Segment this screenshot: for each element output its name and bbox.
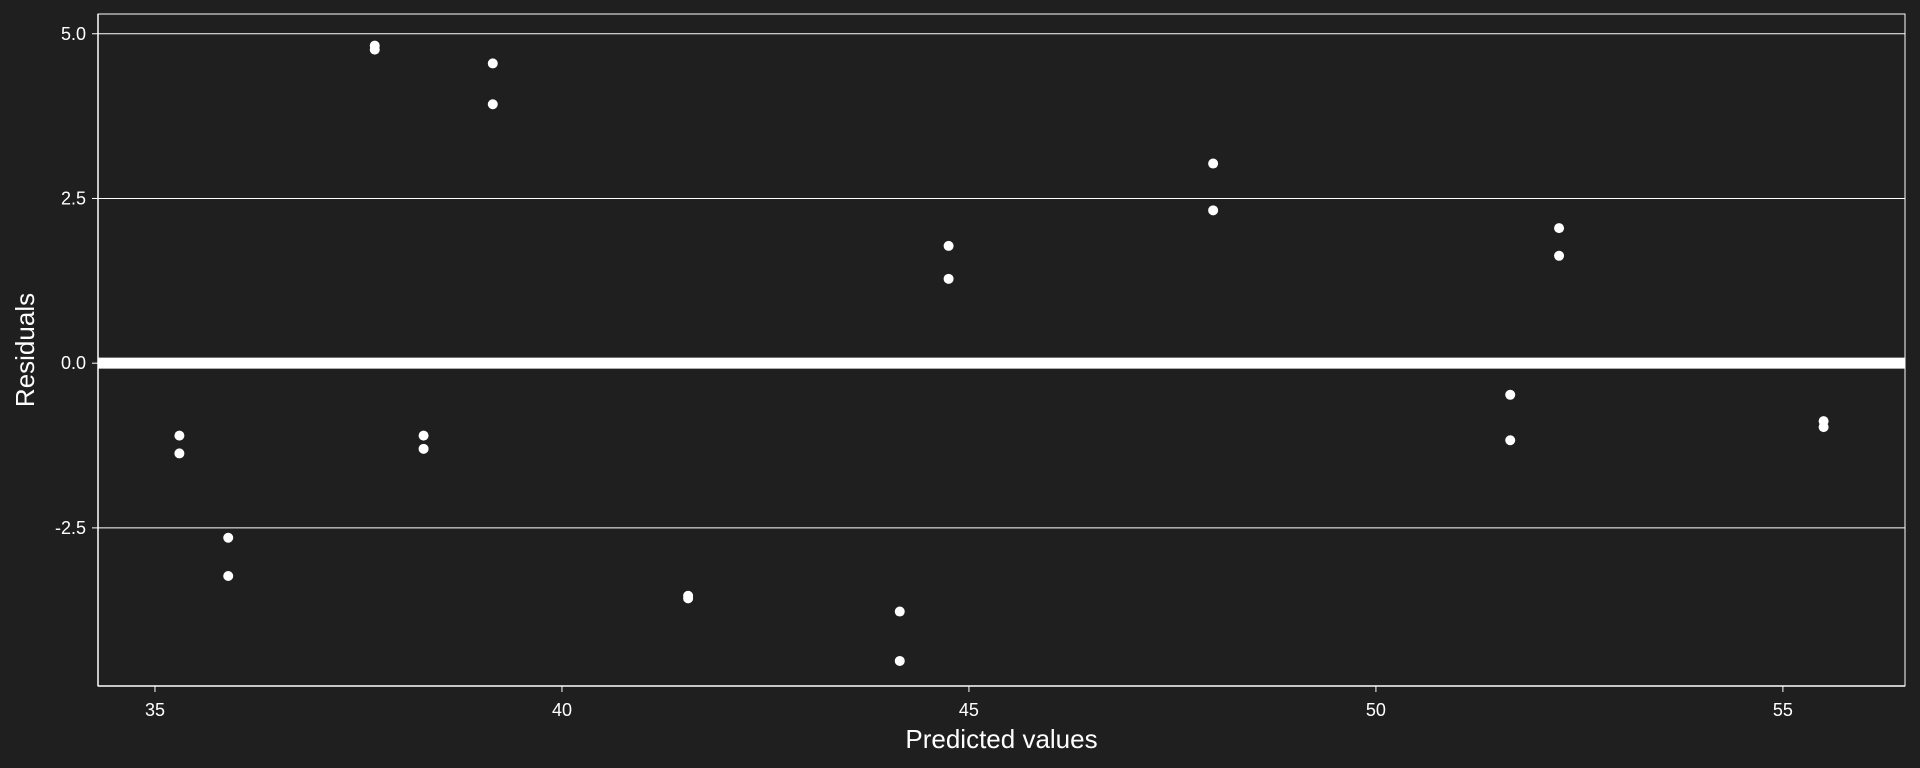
data-point-6: [418, 430, 429, 441]
axis-lines: [97, 14, 1905, 687]
data-point-8: [487, 58, 498, 69]
data-point-7: [418, 443, 429, 454]
plot-panel-border: [97, 13, 1906, 687]
data-point-20: [1554, 223, 1565, 234]
data-point-9: [487, 99, 498, 110]
x-tick-label-2: 45: [959, 700, 979, 720]
gridlines: [98, 33, 1905, 529]
data-point-5: [369, 44, 380, 55]
data-point-1: [174, 448, 185, 459]
x-tick-label-3: 50: [1366, 700, 1386, 720]
data-point-3: [223, 570, 234, 581]
data-point-18: [1505, 389, 1516, 400]
data-point-15: [943, 273, 954, 284]
x-tick-label-1: 40: [552, 700, 572, 720]
x-axis-title: Predicted values: [905, 724, 1097, 754]
data-points: [174, 40, 1829, 666]
y-axis-title: Residuals: [10, 293, 40, 407]
data-point-11: [683, 593, 694, 604]
data-point-13: [894, 655, 905, 666]
x-tick-label-4: 55: [1773, 700, 1793, 720]
y-tick-label-1: 2.5: [61, 188, 86, 208]
data-point-16: [1208, 158, 1219, 169]
data-point-0: [174, 430, 185, 441]
data-point-19: [1505, 435, 1516, 446]
y-tick-label-2: 0.0: [61, 353, 86, 373]
data-point-21: [1554, 250, 1565, 261]
x-axis-ticks: 35 40 45 50 55: [145, 686, 1793, 720]
data-point-14: [943, 240, 954, 251]
data-point-23: [1818, 422, 1829, 433]
data-point-12: [894, 606, 905, 617]
y-tick-label-0: 5.0: [61, 24, 86, 44]
data-point-2: [223, 532, 234, 543]
x-tick-label-0: 35: [145, 700, 165, 720]
y-tick-label-3: -2.5: [55, 518, 86, 538]
y-axis-ticks: 5.0 2.5 0.0 -2.5: [55, 24, 98, 538]
data-point-17: [1208, 205, 1219, 216]
